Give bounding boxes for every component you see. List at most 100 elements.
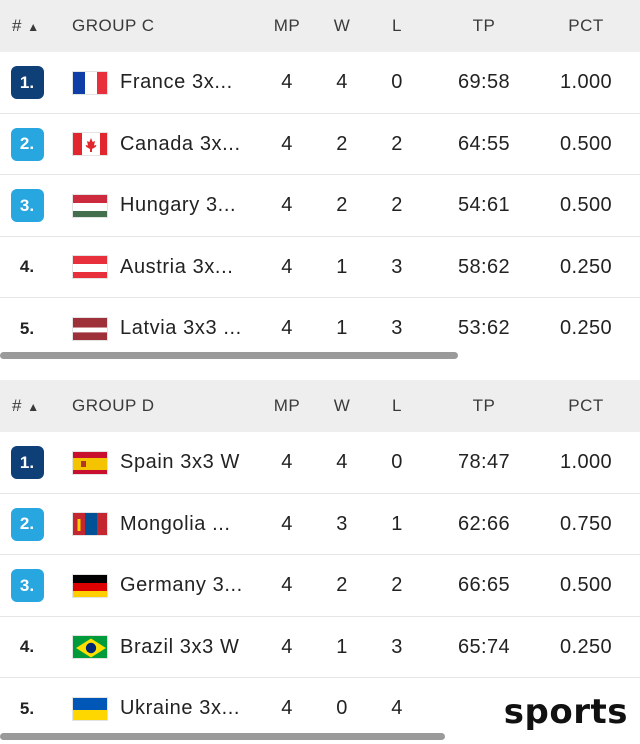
pct-value: 0.500 (559, 194, 613, 217)
team-cell[interactable]: Austria 3x... (72, 237, 257, 299)
team-name: Mongolia ... (120, 512, 231, 535)
w-value: 1 (336, 317, 348, 340)
pct-value: 1.000 (559, 71, 613, 94)
tp-value: 78:47 (457, 451, 511, 474)
rank-sort-header[interactable]: # ▲ (12, 0, 40, 52)
table-row[interactable]: 3. Germany 3... 4 2 2 66:65 0.500 (0, 555, 640, 617)
sort-ascending-icon: ▲ (27, 400, 40, 414)
rank-number: 4. (19, 637, 35, 657)
team-cell[interactable]: Hungary 3... (72, 175, 257, 237)
tp-value: 58:62 (457, 255, 511, 278)
team-cell[interactable]: Ukraine 3x... (72, 678, 257, 740)
team-cell[interactable]: Brazil 3x3 W (72, 617, 257, 679)
mongolia-flag-icon (72, 512, 108, 537)
w-value: 1 (336, 255, 348, 278)
team-name: Germany 3... (120, 574, 243, 597)
pct-value: 1.000 (559, 451, 613, 474)
l-value: 3 (391, 255, 403, 278)
mp-value: 4 (281, 317, 293, 340)
team-name: Latvia 3x3 ... (120, 317, 242, 340)
table-header: # ▲ GROUP D MP W L TP PCT (0, 380, 640, 432)
table-row[interactable]: 4. Brazil 3x3 W 4 1 3 65:74 0.250 (0, 617, 640, 679)
ukraine-flag-icon (72, 696, 108, 721)
rank-badge: 1. (10, 446, 44, 480)
latvia-flag-icon (72, 316, 108, 341)
group-name: GROUP C (72, 16, 155, 35)
table-body: 1. France 3x... 4 4 0 69:58 1.000 2. Can… (0, 52, 640, 360)
tp-header[interactable]: TP (472, 16, 496, 35)
group-c-table: # ▲ GROUP C MP W L TP PCT 1. France 3x..… (0, 0, 640, 360)
rank-sort-header[interactable]: # ▲ (12, 380, 40, 432)
table-body: 1. Spain 3x3 W 4 4 0 78:47 1.000 2. Mong… (0, 432, 640, 740)
tp-value: 66:65 (457, 574, 511, 597)
table-row[interactable]: 2. Canada 3x... 4 2 2 64:55 0.500 (0, 114, 640, 176)
brazil-flag-icon (72, 635, 108, 660)
tp-header[interactable]: TP (472, 396, 496, 415)
mp-value: 4 (281, 635, 293, 658)
france-flag-icon (72, 70, 108, 95)
team-cell[interactable]: Latvia 3x3 ... (72, 298, 257, 360)
mp-header[interactable]: MP (273, 396, 301, 415)
team-cell[interactable]: France 3x... (72, 52, 257, 114)
table-row[interactable]: 5. Latvia 3x3 ... 4 1 3 53:62 0.250 (0, 298, 640, 360)
team-cell[interactable]: Germany 3... (72, 555, 257, 617)
w-value: 1 (336, 635, 348, 658)
w-value: 4 (336, 451, 348, 474)
w-value: 3 (336, 512, 348, 535)
mp-value: 4 (281, 255, 293, 278)
team-name: Spain 3x3 W (120, 451, 240, 474)
team-cell[interactable]: Mongolia ... (72, 494, 257, 556)
pct-value: 0.500 (559, 132, 613, 155)
rank-number: 5. (19, 698, 35, 718)
rank-number: 5. (19, 318, 35, 338)
sports-watermark-logo: sports (503, 692, 628, 732)
l-header[interactable]: L (392, 396, 402, 415)
spain-flag-icon (72, 450, 108, 475)
table-row[interactable]: 4. Austria 3x... 4 1 3 58:62 0.250 (0, 237, 640, 299)
mp-header[interactable]: MP (273, 16, 301, 35)
mp-value: 4 (281, 132, 293, 155)
rank-badge: 1. (10, 66, 44, 100)
rank-number: 4. (19, 257, 35, 277)
table-row[interactable]: 5. Ukraine 3x... 4 0 4 (0, 678, 640, 740)
w-value: 4 (336, 71, 348, 94)
tp-value: 64:55 (457, 132, 511, 155)
l-value: 2 (391, 194, 403, 217)
group-d-table: # ▲ GROUP D MP W L TP PCT 1. Spain 3x3 W… (0, 380, 640, 740)
l-value: 3 (391, 317, 403, 340)
l-header[interactable]: L (392, 16, 402, 35)
table-row[interactable]: 2. Mongolia ... 4 3 1 62:66 0.750 (0, 494, 640, 556)
pct-header[interactable]: PCT (568, 396, 604, 415)
l-value: 2 (391, 132, 403, 155)
l-value: 3 (391, 635, 403, 658)
pct-value: 0.500 (559, 574, 613, 597)
w-header[interactable]: W (333, 16, 351, 35)
mp-value: 4 (281, 194, 293, 217)
canada-flag-icon (72, 132, 108, 157)
mp-value: 4 (281, 71, 293, 94)
table-row[interactable]: 3. Hungary 3... 4 2 2 54:61 0.500 (0, 175, 640, 237)
tp-value: 54:61 (457, 194, 511, 217)
team-name: Ukraine 3x... (120, 697, 241, 720)
table-row[interactable]: 1. France 3x... 4 4 0 69:58 1.000 (0, 52, 640, 114)
pct-header[interactable]: PCT (568, 16, 604, 35)
austria-flag-icon (72, 255, 108, 280)
rank-header-label: # (12, 16, 22, 35)
tp-value: 69:58 (457, 71, 511, 94)
team-cell[interactable]: Canada 3x... (72, 114, 257, 176)
horizontal-scrollbar[interactable] (0, 352, 458, 359)
pct-value: 0.250 (559, 255, 613, 278)
w-value: 2 (336, 194, 348, 217)
w-header[interactable]: W (333, 396, 351, 415)
group-name: GROUP D (72, 396, 155, 415)
w-value: 0 (336, 697, 348, 720)
team-name: Hungary 3... (120, 194, 237, 217)
horizontal-scrollbar[interactable] (0, 733, 445, 740)
rank-header-label: # (12, 396, 22, 415)
pct-value: 0.250 (559, 635, 613, 658)
table-header: # ▲ GROUP C MP W L TP PCT (0, 0, 640, 52)
rank-badge: 2. (10, 127, 44, 161)
team-cell[interactable]: Spain 3x3 W (72, 432, 257, 494)
mp-value: 4 (281, 574, 293, 597)
table-row[interactable]: 1. Spain 3x3 W 4 4 0 78:47 1.000 (0, 432, 640, 494)
